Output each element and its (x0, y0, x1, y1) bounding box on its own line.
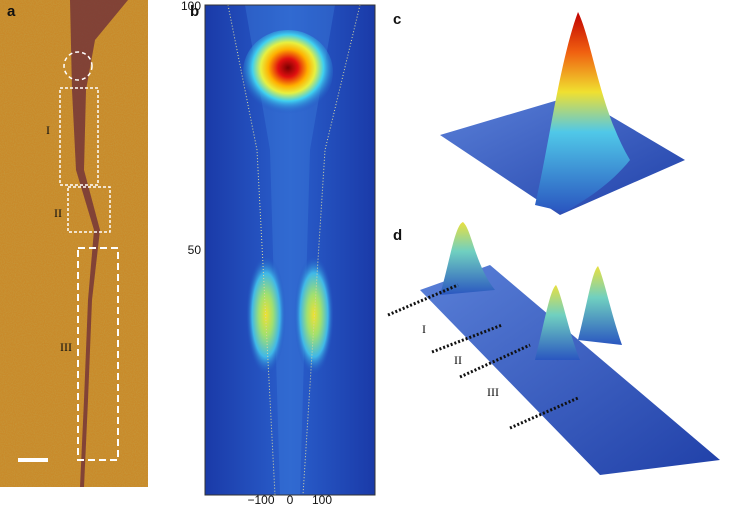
region-box (77, 247, 119, 461)
surface-peak (440, 222, 495, 295)
x-tick-label: 100 (312, 493, 332, 507)
panel-b: b 100 50 −100 0 100 (181, 0, 376, 507)
panel-d: d I II III (387, 222, 720, 475)
cut-lines (387, 283, 579, 430)
panel-a: a I II III (0, 0, 148, 487)
cut-line (387, 283, 459, 317)
cut-label: II (454, 353, 462, 367)
cut-label: I (422, 322, 426, 336)
hotspot (294, 255, 334, 375)
region-circle (63, 51, 93, 81)
surface-peak (535, 12, 630, 212)
hotspot (246, 255, 286, 375)
surface-peak (535, 285, 580, 360)
panel-label: c (393, 11, 401, 28)
cut-label: III (487, 385, 499, 399)
cut-line (459, 343, 531, 379)
surface-base (420, 265, 720, 475)
panel-label: d (393, 227, 402, 244)
y-tick-label: 50 (188, 243, 202, 257)
cut-line (509, 396, 579, 430)
axes-frame (204, 4, 376, 496)
region-label: I (46, 123, 50, 137)
region-box (67, 186, 111, 233)
region-label: III (60, 340, 72, 354)
x-tick-label: −100 (247, 493, 274, 507)
region-box (59, 87, 99, 186)
panel-label: b (190, 3, 199, 20)
region-label: II (54, 206, 62, 220)
cut-line (431, 323, 503, 354)
panel-c: c (393, 11, 685, 215)
filament (70, 0, 128, 487)
surface-peak (578, 266, 622, 345)
y-tick-label: 100 (181, 0, 201, 13)
contour (227, 4, 276, 496)
hotspot (243, 30, 333, 114)
cone (245, 5, 335, 495)
panel-label: a (7, 3, 16, 20)
x-tick-label: 0 (287, 493, 294, 507)
